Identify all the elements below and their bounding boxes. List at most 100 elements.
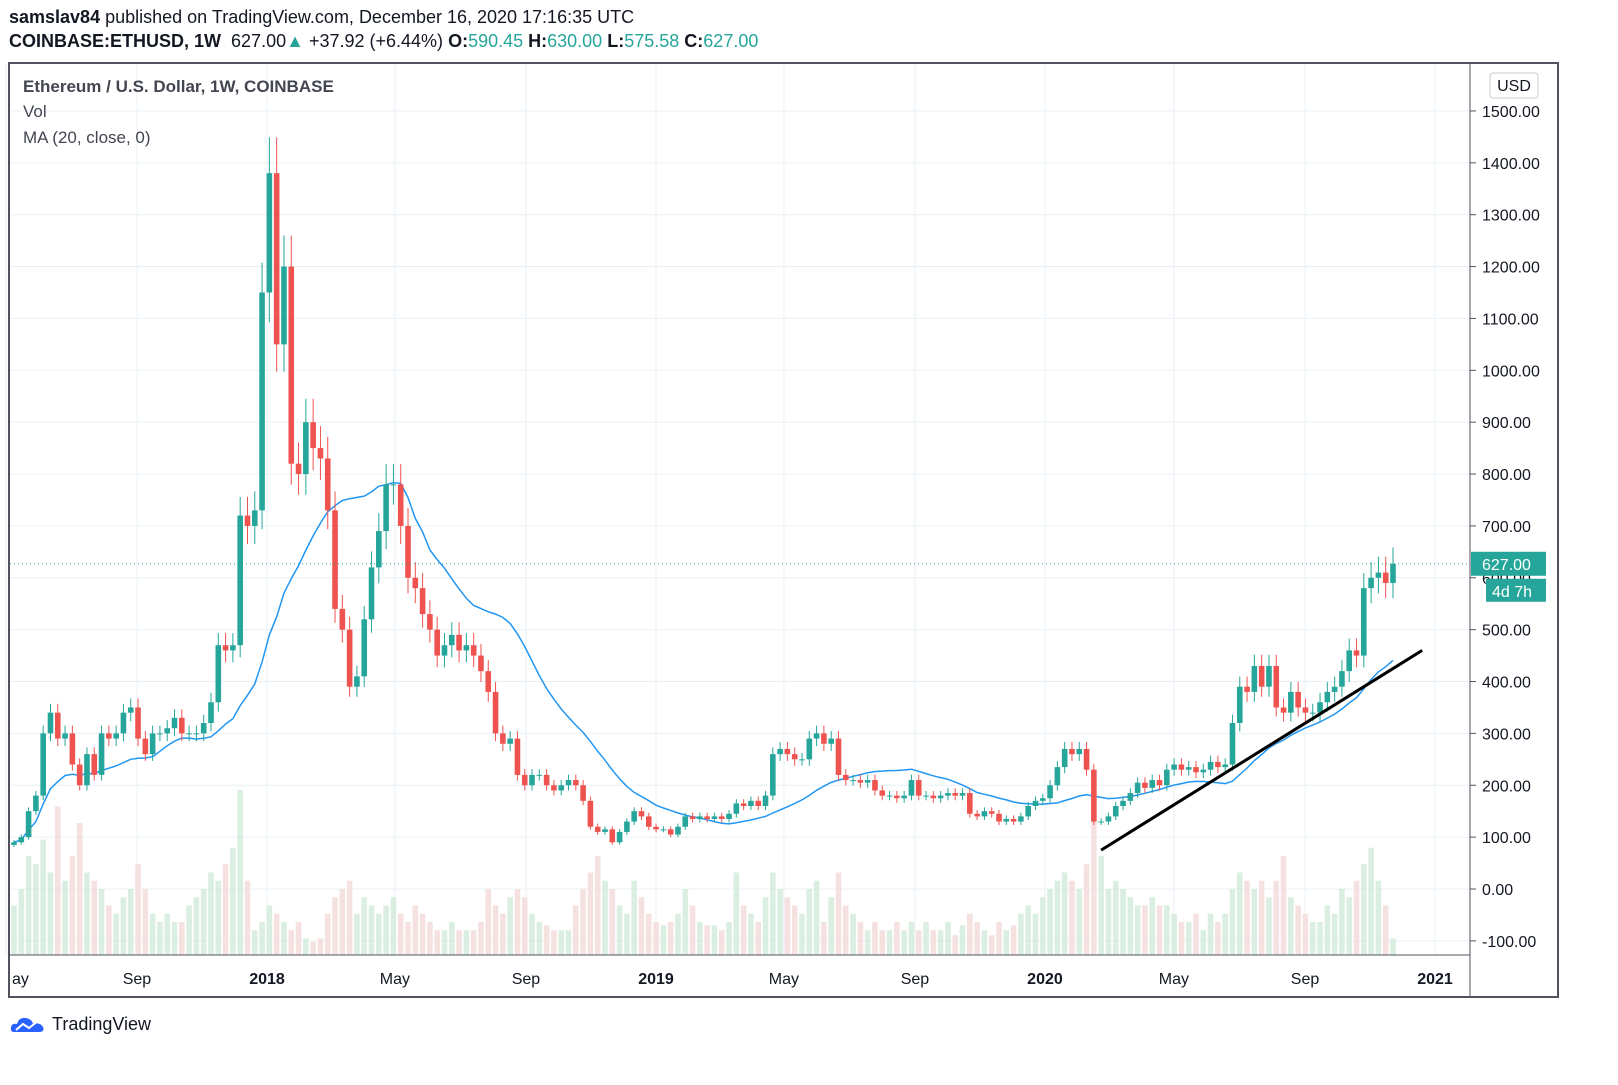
candle-up [981, 811, 988, 817]
volume-bar [770, 872, 776, 955]
volume-bar [376, 913, 382, 955]
candle-up [1039, 798, 1046, 801]
candle-down [273, 173, 280, 345]
volume-bar [405, 922, 411, 955]
volume-bar [208, 872, 214, 955]
volume-bar [324, 913, 331, 955]
volume-bar [952, 935, 959, 955]
candle-down [821, 733, 827, 744]
volume-bar [1266, 897, 1272, 955]
volume-bar [11, 905, 17, 955]
trend-line [1100, 649, 1423, 852]
vol-legend[interactable]: Vol [23, 102, 47, 121]
volume-bar [427, 922, 433, 955]
candle-down [427, 614, 433, 630]
volume-bar [937, 930, 944, 955]
candle-down [310, 422, 316, 449]
candle-down [405, 525, 411, 578]
candle-up [84, 754, 90, 786]
volume-bar [113, 913, 119, 955]
volume-bar [1222, 913, 1228, 955]
volume-bar [1215, 922, 1221, 955]
ma-legend[interactable]: MA (20, close, 0) [23, 128, 151, 147]
candle-up [1375, 572, 1382, 578]
time-tick-label: May [1159, 971, 1189, 988]
volume-bar [244, 880, 251, 955]
volume-bar [1339, 889, 1345, 955]
candle-down [587, 800, 594, 827]
volume-bar [821, 922, 827, 955]
volume-bar [448, 922, 455, 955]
ma-line [13, 481, 1394, 844]
countdown-text: 4d 7h [1492, 584, 1532, 601]
candle-up [157, 733, 163, 735]
candle-up [923, 795, 929, 797]
candle-down [54, 712, 61, 739]
volume-bar [1025, 905, 1031, 955]
volume-bar [638, 897, 645, 955]
chart-frame [8, 62, 1559, 998]
volume-bar [551, 930, 557, 955]
currency-label: USD [1497, 78, 1531, 95]
brand-name: TradingView [52, 1013, 152, 1034]
candle-up [11, 842, 17, 845]
candle-up [33, 795, 39, 812]
candle-up [959, 793, 966, 796]
volume-bar [354, 913, 360, 955]
candle-down [967, 793, 973, 814]
currency-button[interactable] [1489, 72, 1539, 99]
volume-bar [1280, 856, 1287, 955]
volume-bar [704, 925, 710, 955]
volume-bar [872, 922, 878, 955]
candle-up [208, 702, 214, 724]
volume-bar [412, 905, 419, 955]
volume-bar [1083, 864, 1090, 955]
candle-up [98, 733, 105, 775]
volume-bar [295, 922, 302, 955]
volume-bar [127, 889, 134, 955]
grid [5, 64, 1470, 955]
candle-down [653, 826, 659, 830]
candle-down [1091, 769, 1097, 822]
tradingview-logo[interactable]: TradingView [10, 1013, 151, 1035]
volume-bar [842, 905, 849, 955]
volume-bar [1309, 922, 1316, 955]
candle-up [149, 733, 156, 755]
candle-up [602, 829, 608, 832]
series-title[interactable]: Ethereum / U.S. Dollar, 1W, COINBASE [23, 77, 334, 96]
candle-down [645, 816, 652, 827]
volume-bar [1193, 913, 1199, 955]
candle-up [1222, 764, 1228, 768]
volume-bar [69, 856, 76, 955]
candle-down [1010, 818, 1017, 822]
volume-bar [1295, 905, 1301, 955]
candle-up [675, 826, 681, 835]
volume-bar [47, 872, 54, 955]
candle-up [1047, 785, 1053, 799]
volume-bar [463, 930, 470, 955]
candle-up [361, 619, 368, 677]
volume-bar [726, 922, 732, 955]
volume-bar [1236, 872, 1243, 955]
volume-bar [200, 889, 207, 955]
volume-bar [339, 889, 346, 955]
volume-bar [901, 930, 907, 955]
volume-bar [76, 823, 83, 955]
volume-bar [120, 897, 127, 955]
volume-bar [179, 922, 185, 955]
volume-bar [1091, 806, 1097, 955]
volume-bar [1229, 889, 1236, 955]
volume-bar [259, 922, 265, 955]
axes: 1500.00 1400.00 1300.00 1200.00 1100.00 1000.… [12, 104, 1540, 988]
candle-down [470, 645, 477, 656]
volume-bar [565, 930, 572, 955]
volume-bar [1317, 922, 1323, 955]
candle-up [1368, 577, 1374, 589]
candle-up [171, 717, 178, 729]
volume-bar [1273, 880, 1280, 955]
candle-up [1134, 782, 1141, 794]
volume-bar [1331, 913, 1338, 955]
volume-bar [733, 872, 740, 955]
volume-bar [711, 925, 718, 955]
